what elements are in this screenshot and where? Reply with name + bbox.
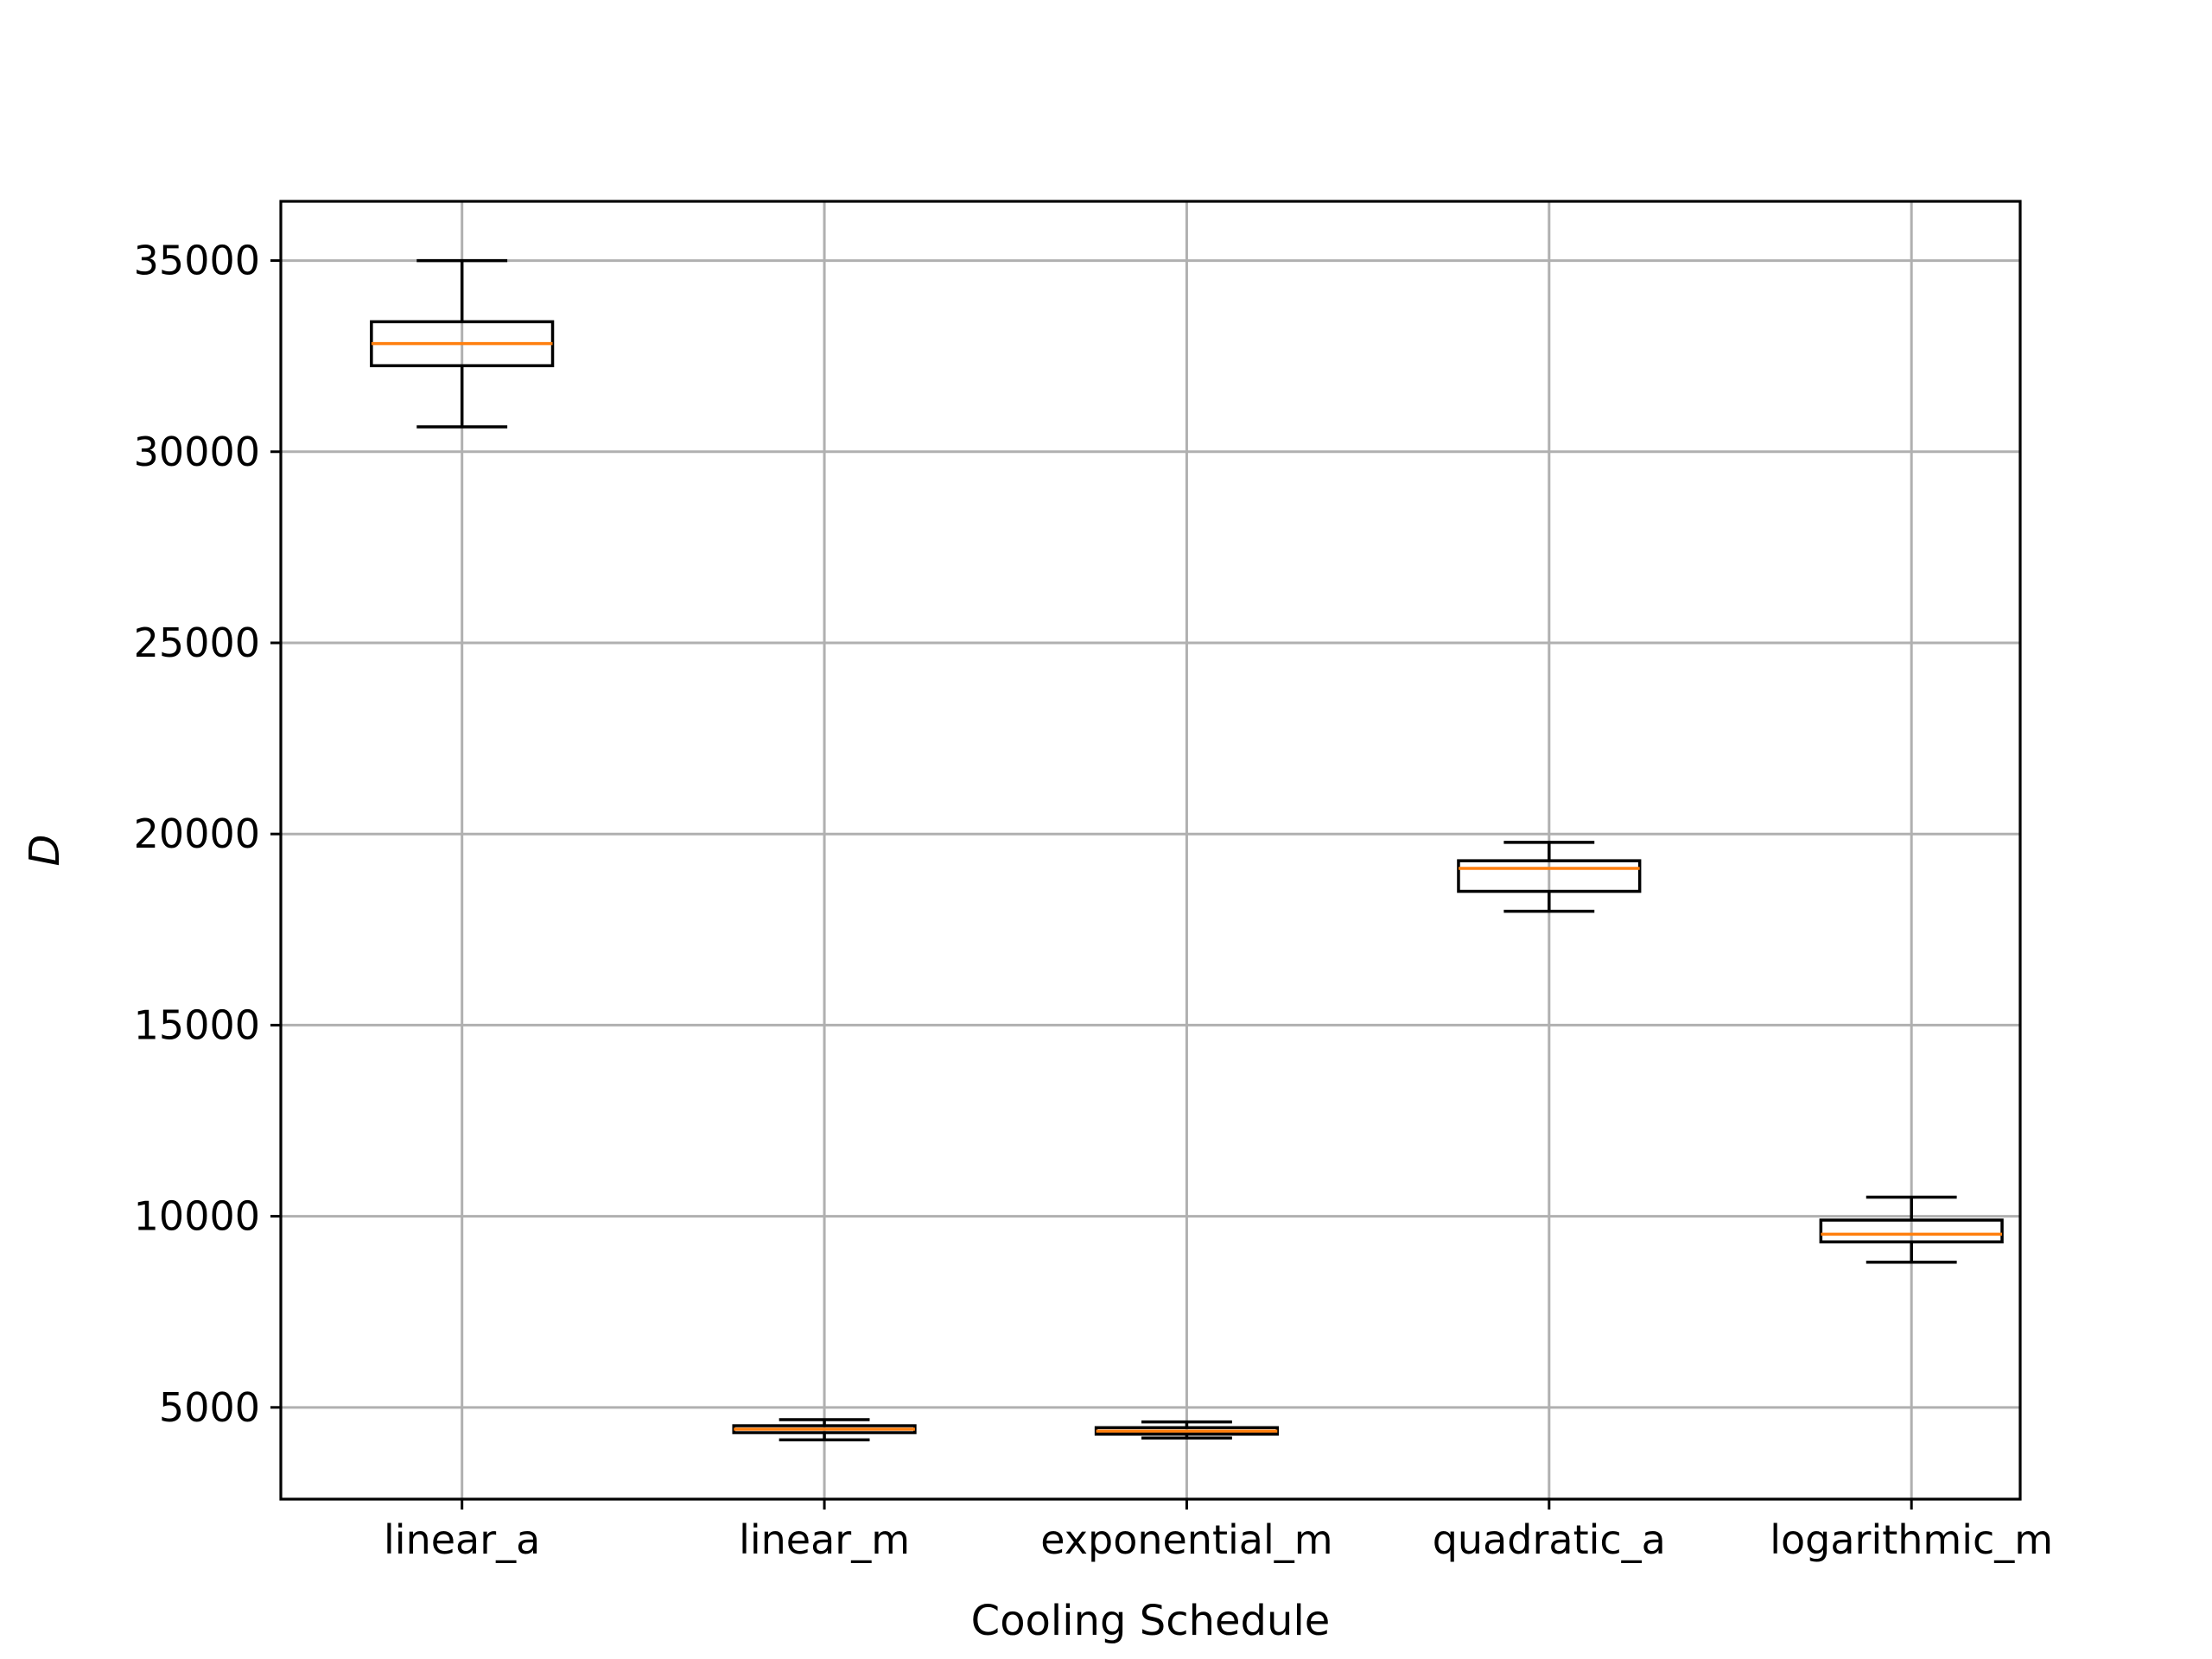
grid: [281, 201, 2020, 1499]
iqr-box: [1819, 1218, 2004, 1244]
box-quadratic_a: [1457, 841, 1642, 913]
boxes: [370, 258, 2004, 1442]
y-tick-label: 30000: [134, 429, 260, 475]
x-axis-label: Cooling Schedule: [971, 1597, 1331, 1645]
ticks: 5000 10000 15000 20000 25000 30000 35000 linear…: [134, 238, 2053, 1563]
box-logarithmic_m: [1819, 1195, 2004, 1264]
box-linear_a: [370, 258, 555, 429]
y-tick-label: 35000: [134, 238, 260, 284]
box-linear_m: [732, 1418, 917, 1442]
x-tick-label: linear_a: [384, 1516, 540, 1563]
x-tick-label: quadratic_a: [1433, 1516, 1666, 1563]
plot-area-frame: [279, 200, 2022, 1501]
x-tick-label: exponential_m: [1040, 1516, 1332, 1563]
y-tick-label: 15000: [134, 1001, 260, 1048]
x-tick-label: linear_m: [739, 1516, 910, 1563]
x-tick-label: logarithmic_m: [1770, 1516, 2053, 1563]
box-exponential_m: [1094, 1420, 1280, 1440]
iqr-box: [1457, 859, 1642, 893]
y-axis-label: D: [21, 835, 69, 867]
y-tick-label: 10000: [134, 1193, 260, 1240]
y-tick-label: 20000: [134, 810, 260, 857]
y-tick-label: 25000: [134, 620, 260, 666]
y-tick-label: 5000: [159, 1384, 260, 1431]
